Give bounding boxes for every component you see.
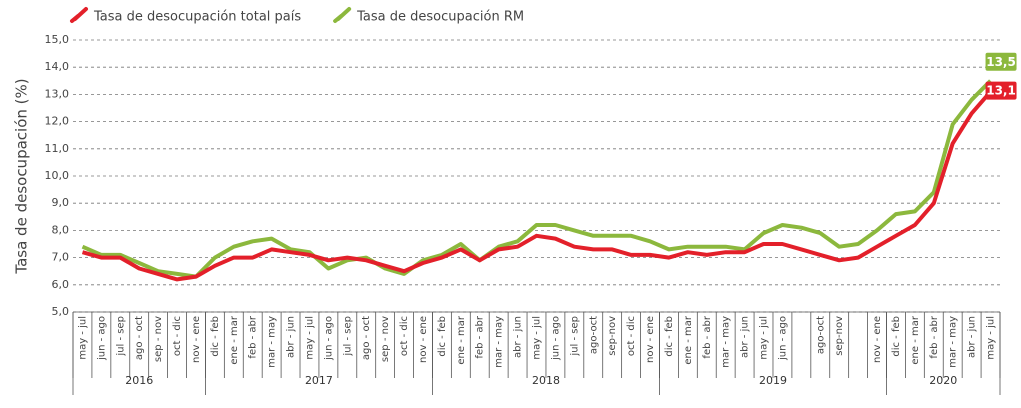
y-tick-label: 10,0 — [45, 169, 70, 182]
x-tick-label: may - jul — [532, 316, 543, 360]
value-label: 13,5 — [986, 55, 1016, 69]
x-tick-label: dic - feb — [210, 316, 221, 357]
x-tick-label: jul - sep — [115, 316, 126, 357]
legend-marker — [333, 7, 352, 23]
legend-label: Tasa de desocupación total país — [93, 10, 301, 25]
x-tick-label: jun - ago — [777, 316, 788, 361]
x-tick-label: mar - may — [267, 316, 278, 368]
x-tick-label: feb - abr — [475, 315, 486, 358]
x-tick-label: ene - mar — [229, 315, 240, 364]
x-tick-label: jul - sep — [342, 316, 353, 357]
year-label: 2019 — [759, 374, 787, 387]
x-tick-label: sep-nov — [607, 316, 618, 356]
x-tick-label: nov - ene — [645, 316, 656, 363]
x-tick-label: ene - mar — [910, 315, 921, 364]
x-tick-label: jul - sep — [569, 316, 580, 357]
x-tick-label: feb - abr — [929, 315, 940, 358]
y-tick-label: 8,0 — [52, 223, 70, 236]
x-tick-label: nov - ene — [418, 316, 429, 363]
x-tick-label: may - jul — [304, 316, 315, 360]
x-tick-label: dic - feb — [664, 316, 675, 357]
x-tick-label: oct - dic — [172, 316, 183, 356]
value-label: 13,1 — [986, 84, 1016, 98]
x-tick-label: jun - ago — [323, 316, 334, 361]
x-tick-label: may - jul — [77, 316, 88, 360]
x-tick-label: ago-oct — [815, 316, 826, 354]
x-tick-label: abr - jun — [286, 316, 297, 358]
x-tick-label: mar - may — [721, 316, 732, 368]
x-tick-label: mar - may — [494, 316, 505, 368]
series-line — [81, 90, 993, 282]
value-label-box — [985, 52, 1017, 71]
x-tick-label: ago - oct — [134, 316, 145, 360]
x-tick-label: sep - nov — [153, 316, 164, 362]
x-tick-label: ago - oct — [361, 316, 372, 360]
y-tick-label: 12,0 — [45, 115, 70, 128]
year-label: 2020 — [929, 374, 957, 387]
y-tick-label: 13,0 — [45, 87, 70, 100]
x-tick-label: abr - jun — [740, 316, 751, 358]
y-tick-label: 5,0 — [52, 305, 70, 318]
y-axis-label: Tasa de desocupación (%) — [13, 78, 31, 274]
year-label: 2016 — [125, 374, 153, 387]
year-label: 2018 — [532, 374, 560, 387]
x-tick-label: mar - may — [948, 316, 959, 368]
x-tick-label: abr - jun — [967, 316, 978, 358]
x-tick-label: feb - abr — [248, 315, 259, 358]
x-tick-label: abr - jun — [513, 316, 524, 358]
x-tick-label: oct - dic — [399, 316, 410, 356]
y-tick-label: 7,0 — [52, 251, 70, 264]
x-tick-label: dic - feb — [891, 316, 902, 357]
x-tick-label: feb - abr — [702, 315, 713, 358]
x-tick-label: may - jul — [986, 316, 997, 360]
x-tick-label: may - jul — [759, 316, 770, 360]
x-tick-label: ene - mar — [683, 315, 694, 364]
year-label: 2017 — [305, 374, 333, 387]
value-label-box — [985, 81, 1017, 100]
x-tick-label: nov - ene — [191, 316, 202, 363]
x-tick-label: jun - ago — [96, 316, 107, 361]
y-tick-label: 6,0 — [52, 278, 70, 291]
x-tick-label: ene - mar — [456, 315, 467, 364]
legend-marker — [70, 7, 88, 23]
x-tick-label: sep - nov — [380, 316, 391, 362]
x-tick-label: oct - dic — [626, 316, 637, 356]
y-tick-label: 15,0 — [45, 33, 70, 46]
series-line — [81, 79, 992, 279]
x-tick-label: dic - feb — [437, 316, 448, 357]
y-tick-label: 11,0 — [45, 142, 70, 155]
x-tick-label: nov - ene — [872, 316, 883, 363]
x-tick-label: sep-nov — [834, 316, 845, 356]
y-tick-label: 9,0 — [52, 196, 70, 209]
legend-label: Tasa de desocupación RM — [356, 10, 524, 25]
x-tick-label: jun - ago — [550, 316, 561, 361]
y-tick-label: 14,0 — [45, 60, 70, 73]
x-tick-label: ago-oct — [588, 316, 599, 354]
